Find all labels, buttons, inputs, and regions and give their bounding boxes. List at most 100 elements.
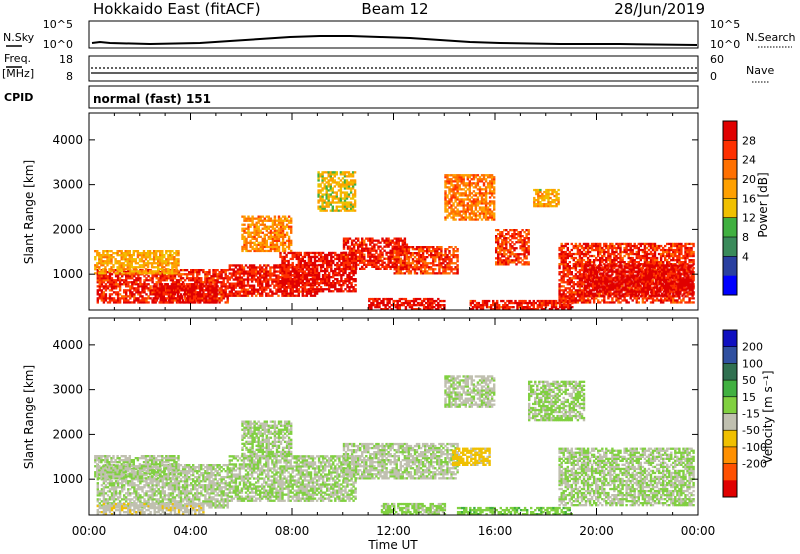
data-cell — [411, 246, 415, 249]
data-cell — [413, 256, 417, 259]
data-cell — [391, 245, 394, 248]
data-cell — [344, 282, 347, 285]
data-cell — [369, 237, 372, 240]
data-cell — [574, 265, 578, 268]
data-cell — [402, 301, 405, 305]
data-cell — [634, 266, 637, 269]
data-cell — [350, 290, 353, 293]
data-cell — [422, 306, 426, 309]
data-cell — [538, 306, 541, 309]
data-cell — [313, 294, 317, 297]
data-cell — [324, 271, 327, 275]
data-cell — [207, 289, 210, 292]
data-cell — [380, 301, 383, 305]
data-cell — [118, 277, 122, 280]
data-cell — [560, 295, 563, 298]
data-cell — [205, 287, 208, 290]
data-cell — [574, 289, 578, 292]
data-cell — [580, 279, 584, 282]
data-cell — [657, 244, 661, 248]
data-cell — [112, 291, 116, 294]
data-cell — [317, 290, 321, 293]
data-cell — [279, 290, 282, 293]
data-cell — [373, 255, 376, 258]
data-cell — [564, 252, 567, 256]
data-cell — [206, 275, 209, 278]
data-cell — [399, 258, 402, 261]
data-cell — [336, 280, 339, 283]
data-cell — [403, 241, 407, 244]
data-cell — [295, 255, 298, 259]
data-cell — [297, 278, 300, 281]
data-cell — [263, 290, 266, 293]
data-cell — [446, 268, 449, 271]
data-cell — [332, 286, 335, 289]
data-cell — [183, 291, 187, 294]
data-cell — [348, 249, 352, 252]
data-cell — [230, 268, 233, 271]
data-cell — [184, 301, 188, 304]
data-cell — [252, 266, 256, 269]
data-cell — [230, 274, 233, 277]
data-cell — [576, 281, 580, 284]
data-cell — [381, 265, 384, 268]
data-cell — [636, 266, 639, 269]
data-cell — [352, 267, 356, 270]
data-cell — [317, 253, 321, 257]
data-cell — [572, 256, 575, 260]
data-cell — [576, 261, 580, 264]
data-cell — [340, 280, 343, 283]
data-cell — [619, 263, 622, 266]
data-cell — [372, 304, 375, 307]
data-cell — [668, 252, 671, 256]
data-cell — [385, 263, 388, 266]
data-cell — [686, 252, 689, 256]
data-cell — [102, 287, 106, 290]
data-cell — [275, 292, 278, 295]
data-cell — [307, 261, 311, 265]
data-cell — [354, 255, 358, 258]
data-cell — [285, 288, 288, 291]
data-cell — [230, 286, 233, 289]
data-cell — [596, 294, 599, 297]
data-cell — [199, 301, 202, 304]
data-cell — [566, 279, 569, 282]
data-cell — [630, 286, 633, 289]
data-cell — [594, 292, 597, 295]
data-cell — [607, 256, 610, 260]
data-cell — [404, 299, 408, 303]
data-cell — [143, 279, 146, 282]
data-cell — [398, 306, 401, 309]
data-cell — [361, 259, 364, 262]
data-cell — [313, 284, 317, 287]
data-cell — [587, 272, 591, 275]
data-cell — [191, 291, 194, 294]
data-cell — [201, 293, 204, 296]
data-cell — [650, 266, 654, 269]
data-cell — [279, 267, 282, 271]
data-cell — [432, 246, 435, 249]
data-cell — [352, 269, 355, 273]
data-cell — [444, 252, 447, 255]
data-cell — [650, 292, 654, 295]
data-cell — [568, 297, 571, 300]
data-cell — [570, 254, 573, 258]
data-cell — [200, 281, 203, 284]
data-cell — [226, 295, 229, 298]
data-cell — [479, 304, 483, 307]
data-cell — [171, 277, 175, 280]
data-cell — [121, 283, 124, 286]
data-cell — [263, 274, 266, 277]
data-cell — [496, 304, 499, 307]
data-cell — [419, 264, 423, 267]
data-cell — [313, 270, 317, 273]
data-cell — [416, 304, 420, 307]
data-cell — [590, 297, 594, 300]
data-cell — [123, 279, 126, 282]
data-cell — [611, 252, 614, 256]
data-cell — [328, 261, 331, 265]
data-cell — [213, 299, 216, 302]
data-cell — [293, 271, 296, 275]
data-cell — [104, 297, 108, 300]
data-cell — [554, 308, 558, 311]
